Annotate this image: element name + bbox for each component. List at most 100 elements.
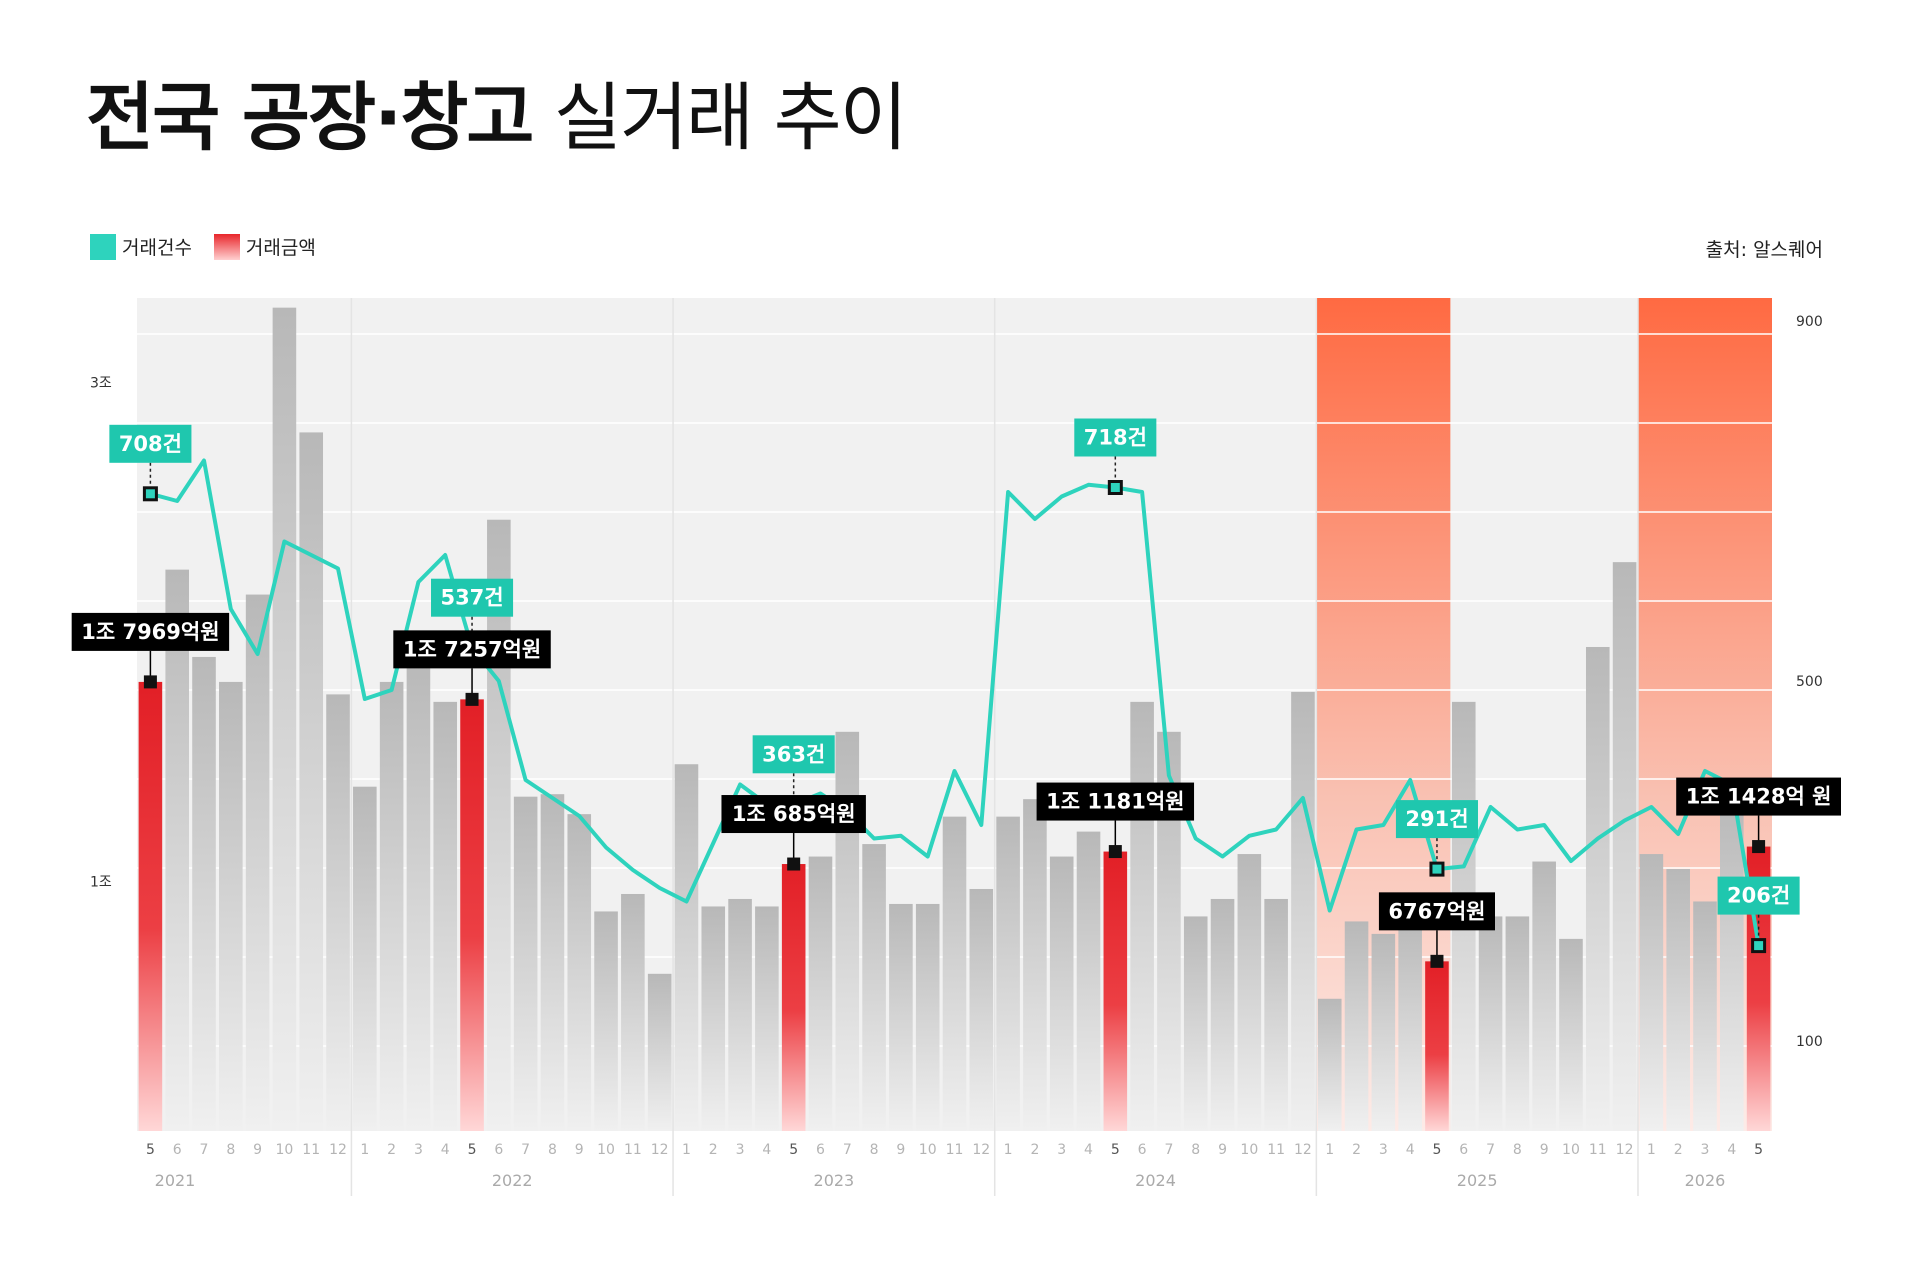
x-tick-label: 3 bbox=[1701, 1142, 1710, 1158]
bar bbox=[808, 856, 833, 1131]
x-tick-label: 10 bbox=[597, 1142, 615, 1158]
page-title: 전국 공장·창고 실거래 추이 bbox=[86, 77, 908, 159]
year-label: 2024 bbox=[1135, 1171, 1176, 1190]
bar bbox=[1720, 799, 1744, 1131]
legend-label-amount: 거래금액 bbox=[245, 237, 316, 259]
count-marker bbox=[1107, 480, 1123, 495]
x-tick-label: 8 bbox=[1513, 1142, 1522, 1158]
bar bbox=[1183, 916, 1208, 1131]
bar bbox=[1023, 799, 1047, 1131]
bar bbox=[567, 814, 592, 1131]
bar bbox=[513, 796, 538, 1131]
count-callout-label: 708건 bbox=[119, 432, 182, 456]
count-marker bbox=[1429, 861, 1445, 877]
x-tick-label: 11 bbox=[624, 1142, 642, 1158]
x-tick-label: 8 bbox=[870, 1142, 879, 1158]
bar bbox=[1639, 854, 1664, 1131]
x-tick-label: 2 bbox=[387, 1142, 396, 1158]
x-tick-label: 9 bbox=[1540, 1142, 1549, 1158]
x-tick-label: 3 bbox=[1379, 1142, 1388, 1158]
x-tick-label: 10 bbox=[1562, 1142, 1580, 1158]
bar bbox=[1371, 933, 1396, 1131]
bar bbox=[219, 681, 243, 1131]
bar bbox=[1049, 856, 1074, 1131]
bar bbox=[299, 432, 324, 1131]
year-label: 2025 bbox=[1457, 1171, 1498, 1190]
x-tick-label: 3 bbox=[1057, 1142, 1066, 1158]
legend: 거래건수 거래금액 bbox=[90, 233, 338, 260]
bar bbox=[1666, 869, 1690, 1131]
amount-callout-box bbox=[1036, 782, 1195, 821]
x-tick-label: 6 bbox=[816, 1142, 825, 1158]
count-callout-label: 206건 bbox=[1727, 884, 1790, 908]
x-tick-label: 8 bbox=[548, 1142, 557, 1158]
count-callout-label: 291건 bbox=[1405, 807, 1468, 831]
highlight-bar bbox=[1425, 961, 1449, 1131]
bar bbox=[1076, 831, 1101, 1131]
bar bbox=[728, 898, 752, 1131]
count-callout-box bbox=[431, 578, 514, 617]
x-tick-label: 9 bbox=[253, 1142, 262, 1158]
x-tick-label: 11 bbox=[1589, 1142, 1607, 1158]
bar bbox=[996, 816, 1020, 1131]
amount-callout-label: 1조 685억원 bbox=[732, 802, 856, 826]
x-tick-label: 2 bbox=[709, 1142, 718, 1158]
amount-marker bbox=[143, 675, 157, 689]
count-marker bbox=[1751, 938, 1767, 954]
bar bbox=[245, 594, 270, 1131]
x-tick-label: 4 bbox=[762, 1142, 771, 1158]
amount-callout-box bbox=[393, 630, 551, 669]
x-tick-label: 12 bbox=[972, 1142, 990, 1158]
bar bbox=[1317, 998, 1342, 1131]
amount-marker bbox=[1430, 954, 1444, 968]
year-label: 2026 bbox=[1685, 1171, 1726, 1190]
x-tick-label: 6 bbox=[1459, 1142, 1468, 1158]
highlight-bar bbox=[781, 864, 806, 1131]
year-label: 2021 bbox=[155, 1171, 196, 1190]
bar bbox=[353, 786, 377, 1131]
bar bbox=[1344, 921, 1369, 1131]
x-tick-label: 9 bbox=[575, 1142, 584, 1158]
x-tick-label: 10 bbox=[919, 1142, 937, 1158]
count-callout-box bbox=[1074, 418, 1157, 457]
legend-label-count: 거래건수 bbox=[122, 237, 192, 259]
count-callout-box bbox=[1395, 800, 1478, 839]
amount-callout-label: 1조 7969억원 bbox=[81, 620, 219, 644]
bar bbox=[433, 701, 458, 1131]
x-tick-label: 4 bbox=[441, 1142, 450, 1158]
x-tick-label: 6 bbox=[494, 1142, 503, 1158]
bar bbox=[674, 764, 699, 1131]
bar bbox=[165, 569, 189, 1131]
x-tick-label: 4 bbox=[1727, 1142, 1736, 1158]
bar bbox=[594, 911, 618, 1131]
x-tick-label: 4 bbox=[1084, 1142, 1093, 1158]
bar bbox=[1693, 901, 1717, 1131]
count-callout-label: 537건 bbox=[440, 586, 503, 610]
x-tick-label: 1 bbox=[360, 1142, 369, 1158]
x-tick-label: 4 bbox=[1406, 1142, 1415, 1158]
bar bbox=[889, 903, 913, 1131]
highlight-bar bbox=[1103, 851, 1128, 1131]
amount-marker bbox=[787, 857, 801, 871]
x-tick-label: 8 bbox=[1191, 1142, 1200, 1158]
count-callout-box bbox=[1717, 876, 1800, 915]
bar bbox=[1398, 916, 1422, 1131]
x-tick-label: 11 bbox=[946, 1142, 964, 1158]
x-tick-label: 2 bbox=[1674, 1142, 1683, 1158]
x-tick-label: 7 bbox=[521, 1142, 530, 1158]
x-tick-label: 7 bbox=[1486, 1142, 1495, 1158]
bar bbox=[1237, 854, 1262, 1131]
amount-marker bbox=[1752, 840, 1766, 854]
count-line bbox=[148, 458, 1761, 948]
left-axis-tick: 3조 bbox=[90, 376, 112, 392]
x-tick-label: 5 bbox=[1754, 1142, 1763, 1158]
x-tick-label: 5 bbox=[789, 1142, 798, 1158]
amount-callout-label: 1조 7257억원 bbox=[403, 637, 541, 661]
legend-item-amount: 거래금액 bbox=[213, 233, 316, 260]
count-callout-label: 718건 bbox=[1084, 426, 1147, 450]
bar bbox=[835, 731, 860, 1131]
bar bbox=[1585, 646, 1610, 1131]
x-tick-label: 12 bbox=[1294, 1142, 1312, 1158]
x-tick-label: 10 bbox=[276, 1142, 294, 1158]
